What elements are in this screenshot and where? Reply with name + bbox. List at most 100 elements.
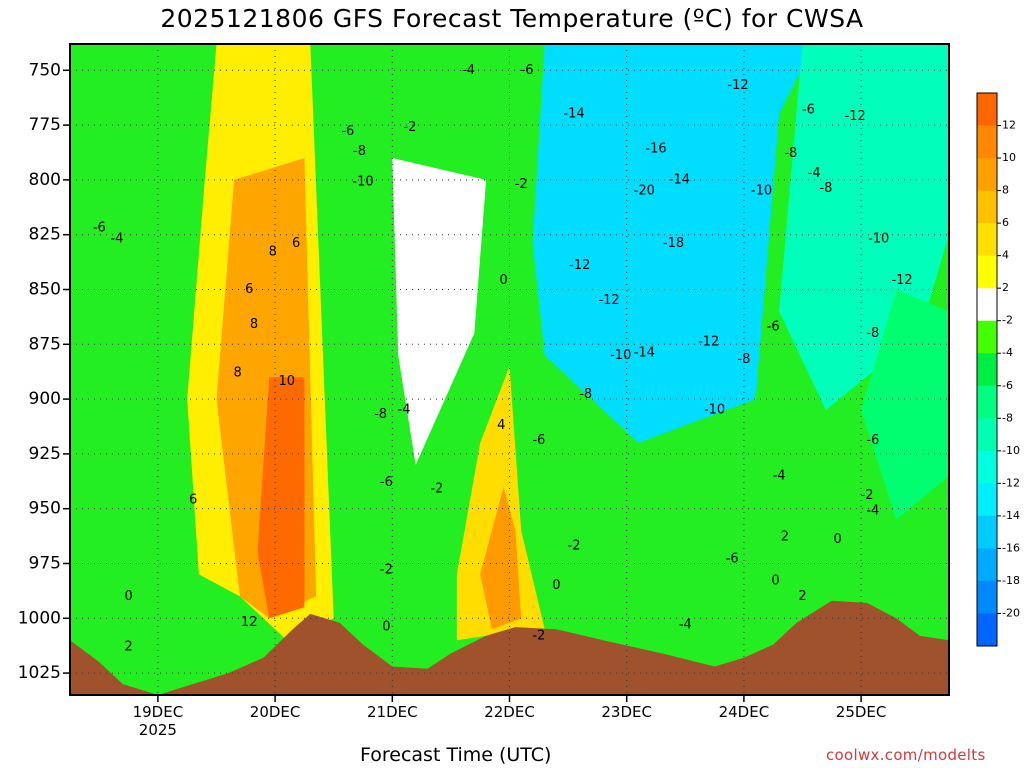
contour-label: -6	[866, 433, 879, 448]
colorbar-swatch	[977, 483, 997, 517]
y-tick-label: 925	[29, 444, 61, 464]
temperature-band	[392, 158, 487, 465]
colorbar-tick-label: -14	[1002, 509, 1020, 522]
plot-area: -6-4-6-8-10-2-4 -6-20-14-12-12-10 -14-8-6-…	[69, 43, 950, 696]
contour-label: -2	[380, 563, 393, 578]
y-tick-label: 750	[29, 60, 61, 80]
contour-label: -12	[598, 293, 619, 308]
x-tick-label: 22DEC	[484, 703, 535, 721]
contour-label: -6	[726, 552, 739, 567]
contour-label: -2	[861, 488, 874, 503]
contour-label: -12	[569, 258, 590, 273]
contour-label: -4	[398, 403, 411, 418]
x-tick-label: 24DEC	[719, 703, 770, 721]
contour-label: -6	[767, 319, 780, 334]
colorbar-swatch	[977, 158, 997, 192]
contour-label: -4	[110, 232, 123, 247]
contour-label: -12	[891, 273, 912, 288]
contour-label: -4	[808, 166, 821, 181]
y-tick-label: 1025	[18, 663, 61, 683]
colorbar-tick-label: -18	[1002, 574, 1020, 587]
y-tick-label: 900	[29, 389, 61, 409]
contour-label: -2	[515, 177, 528, 192]
contour-label: -4	[679, 617, 692, 632]
contour-label: -20	[634, 183, 655, 198]
colorbar-swatch	[977, 353, 997, 387]
colorbar-frame	[976, 92, 998, 647]
colorbar-swatch	[977, 93, 997, 126]
contour-label: 8	[250, 317, 258, 332]
contour-label: -10	[704, 403, 725, 418]
contour-label: -8	[374, 407, 387, 422]
contour-label: 2	[781, 530, 789, 545]
contour-label: -14	[669, 172, 690, 187]
colorbar-swatch	[977, 580, 997, 614]
y-tick-label: 825	[29, 225, 61, 245]
contour-label: -2	[403, 120, 416, 135]
colorbar-tick-label: -10	[1002, 444, 1020, 457]
colorbar-tick-label: -4	[1002, 346, 1013, 359]
colorbar-tick-label: 2	[1002, 281, 1009, 294]
source-credit: coolwx.com/modelts	[826, 746, 986, 764]
contour-label: -8	[784, 146, 797, 161]
contour-label: -6	[532, 433, 545, 448]
contour-label: -10	[868, 232, 889, 247]
colorbar-tick-label: 12	[1002, 119, 1016, 132]
contour-label: -8	[579, 387, 592, 402]
colorbar: 12 10 8 6 4 2 -2 -4 -6 -8 -10 -12 -14 -16 -18 -20	[976, 92, 1020, 647]
temperature-band	[70, 44, 170, 564]
contour-label: 0	[124, 589, 132, 604]
contour-label: -4	[773, 468, 786, 483]
y-tick-label: 975	[29, 553, 61, 573]
x-tick-label: 21DEC	[367, 703, 418, 721]
colorbar-swatch	[977, 125, 997, 159]
contour-label: -14	[563, 107, 584, 122]
contour-label: 12	[241, 615, 258, 630]
contour-label: -8	[866, 326, 879, 341]
contour-label: -6	[341, 124, 354, 139]
contour-label: -4	[866, 503, 879, 518]
y-tick-label: 1000	[18, 608, 61, 628]
colorbar-tick-label: 4	[1002, 249, 1009, 262]
contour-label: 6	[189, 492, 197, 507]
x-tick-label: 20DEC	[250, 703, 301, 721]
x-tick-sublabel: 2025	[139, 721, 177, 739]
y-tick-label: 800	[29, 170, 61, 190]
contour-label: -12	[845, 109, 866, 124]
contour-label: 2	[798, 589, 806, 604]
colorbar-tick-label: 10	[1002, 151, 1016, 164]
colorbar-swatch	[977, 223, 997, 257]
contour-label: -10	[352, 175, 373, 190]
colorbar-swatch	[977, 190, 997, 224]
contour-label: -6	[380, 475, 393, 490]
contour-label: 0	[382, 620, 390, 635]
colorbar-swatch	[977, 418, 997, 452]
temperature-band	[861, 289, 949, 520]
contour-label: -2	[430, 482, 443, 497]
contour-label: 0	[834, 532, 842, 547]
contour-label: 0	[771, 574, 779, 589]
contour-label: -6	[802, 102, 815, 117]
contour-label: 2	[124, 639, 132, 654]
temperature-band	[257, 377, 305, 619]
y-axis: 750 775 800 825 850 875 900 925 950 975 1000 1025	[18, 60, 70, 683]
colorbar-swatch	[977, 613, 997, 647]
colorbar-tick-label: -6	[1002, 379, 1013, 392]
y-tick-label: 850	[29, 279, 61, 299]
x-tick-label: 25DEC	[836, 703, 887, 721]
chart-title: 2025121806 GFS Forecast Temperature (ºC)…	[160, 4, 864, 33]
contour-label: -8	[819, 181, 832, 196]
contour-label: 8	[269, 245, 277, 260]
contour-label: -14	[634, 346, 655, 361]
contour-label: 6	[292, 236, 300, 251]
colorbar-tick-label: 8	[1002, 184, 1009, 197]
x-tick-label: 19DEC	[133, 703, 184, 721]
colorbar-swatch	[977, 320, 997, 354]
x-axis-title: Forecast Time (UTC)	[360, 744, 552, 766]
contour-label: -12	[727, 78, 748, 93]
contour-label: -16	[645, 142, 666, 157]
contour-label: 10	[279, 374, 296, 389]
colorbar-swatch	[977, 515, 997, 549]
